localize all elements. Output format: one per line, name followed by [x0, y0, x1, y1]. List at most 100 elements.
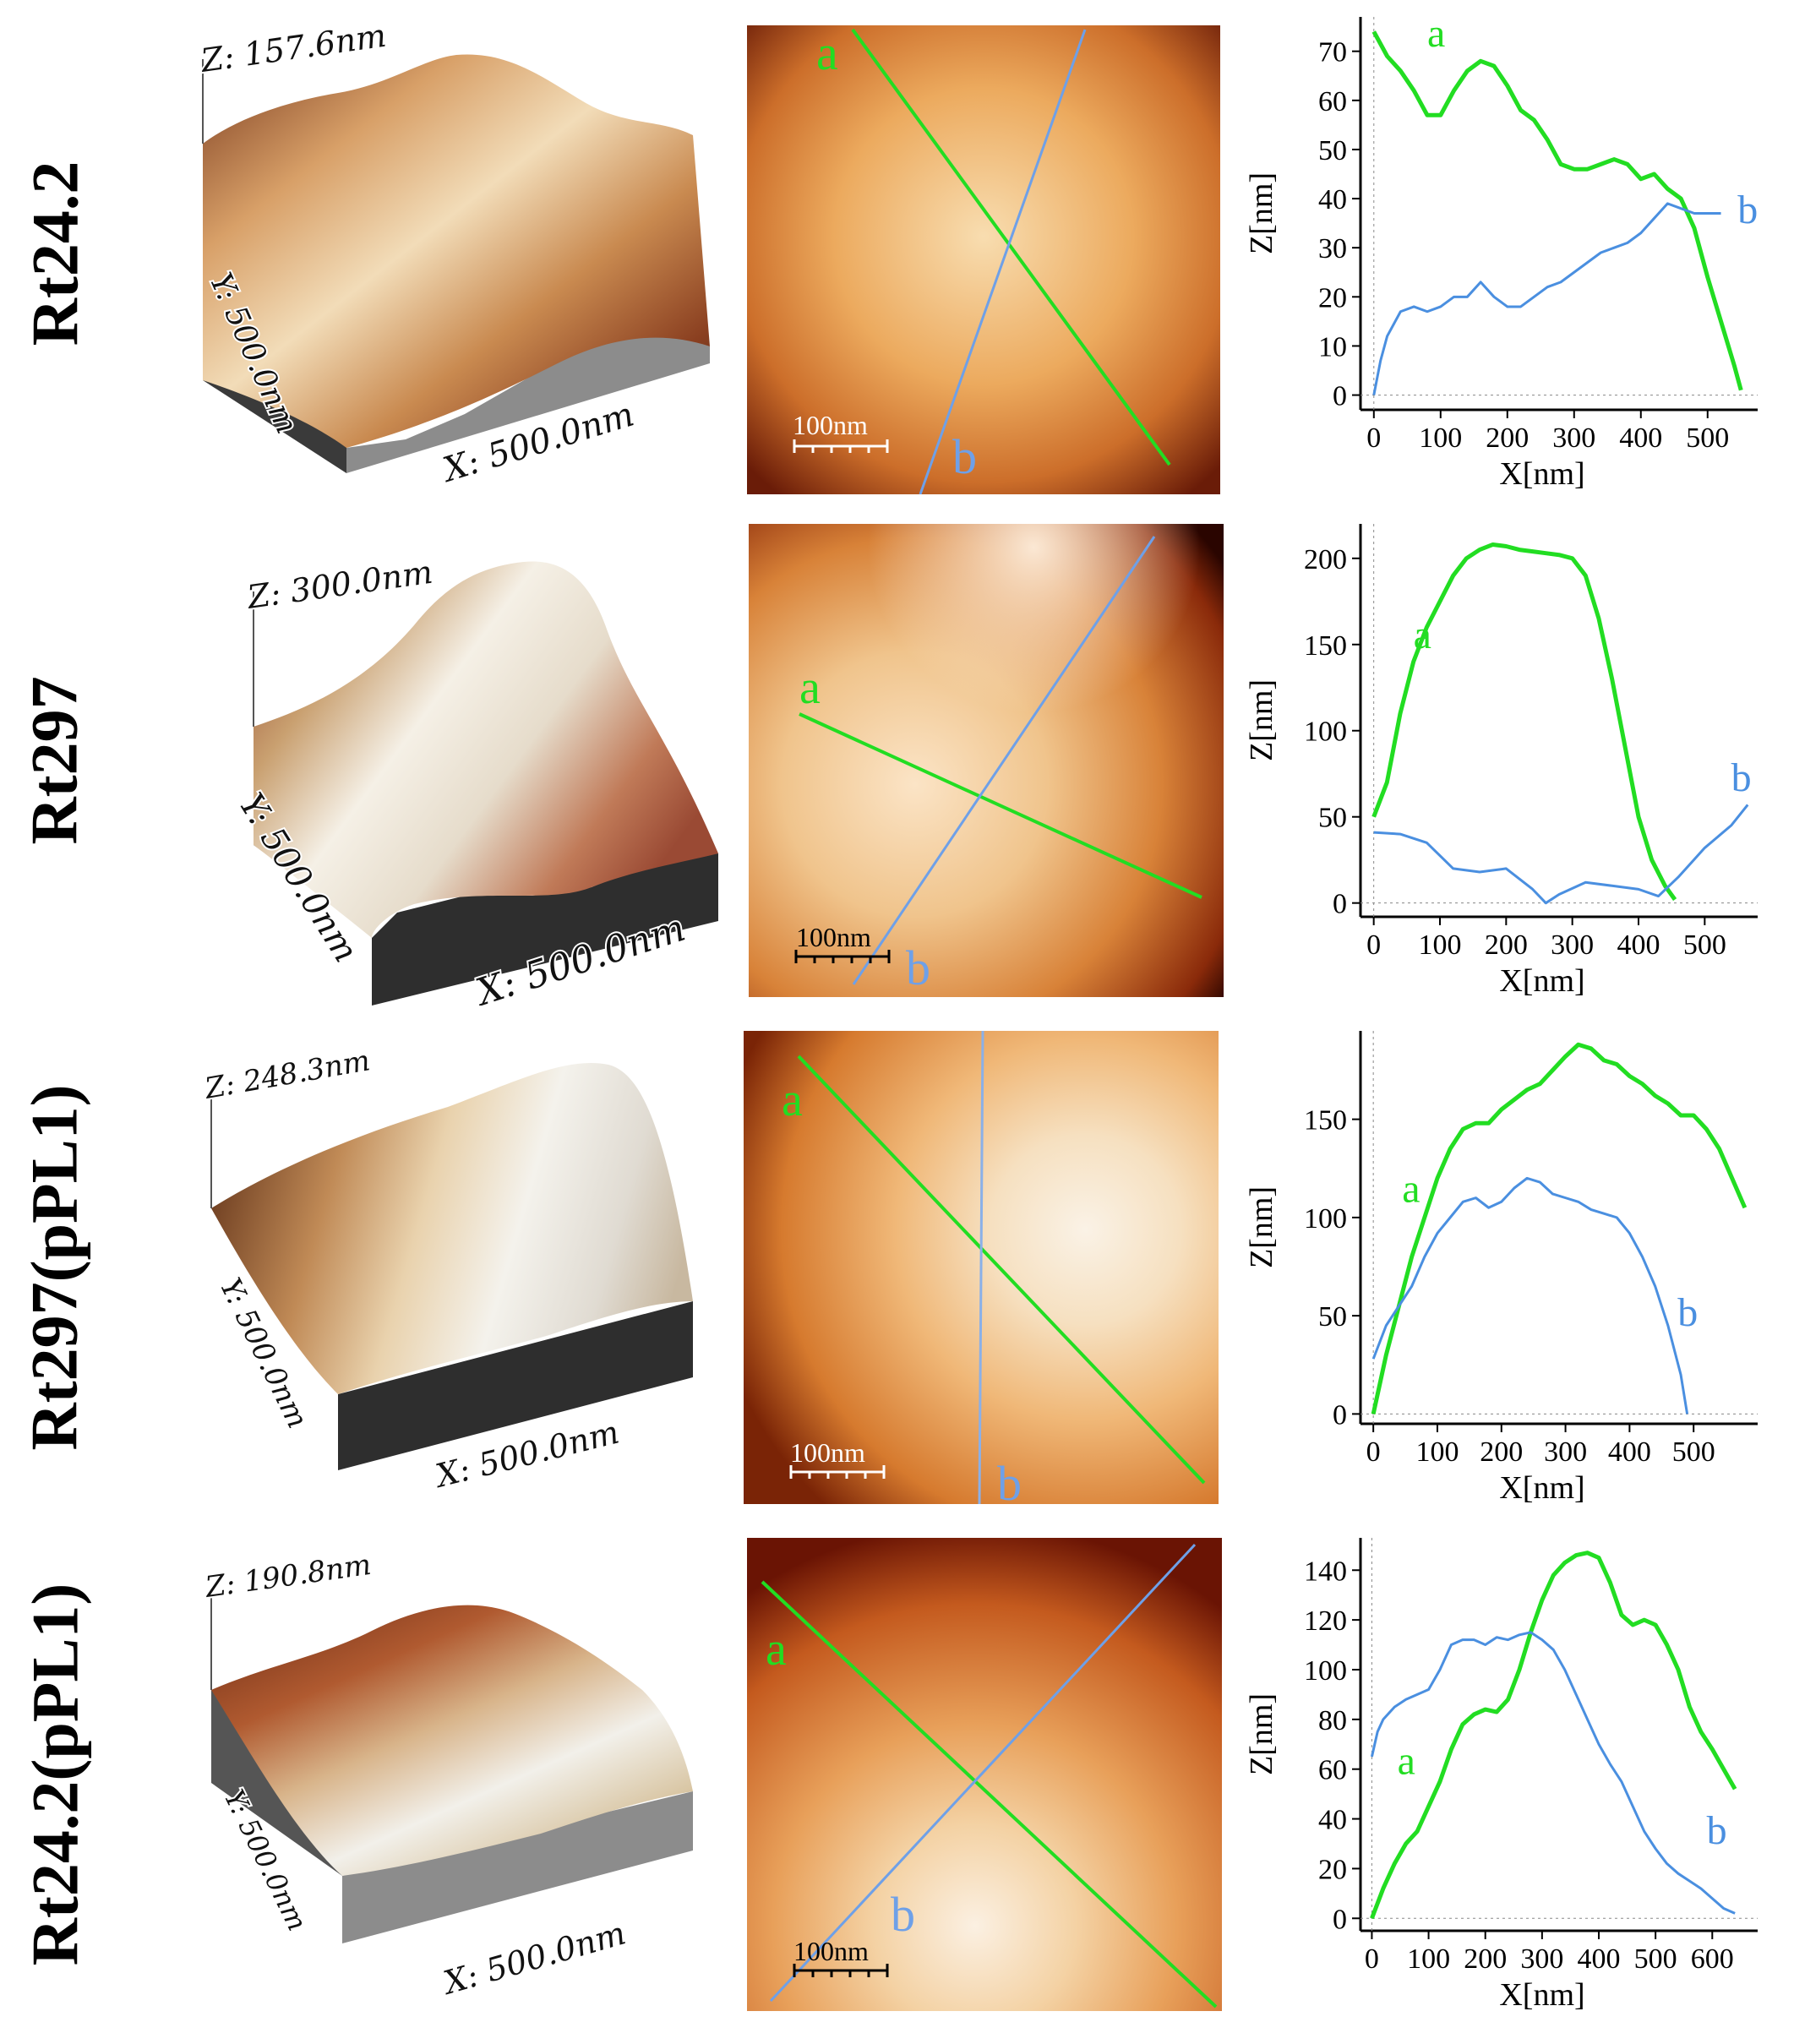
profile-line-a — [761, 1580, 1218, 2009]
y-tick-label: 140 — [1304, 1556, 1347, 1587]
y-axis-title: Z[nm] — [1244, 679, 1279, 761]
x-tick-label: 400 — [1617, 929, 1660, 961]
y-tick-label: 150 — [1304, 1105, 1347, 1136]
line-a-label: a — [799, 662, 821, 714]
svg-text:100nm: 100nm — [796, 922, 871, 952]
series-b-line — [1371, 1176, 1689, 1414]
scale-bar: 100nm — [793, 1936, 889, 1977]
y-tick-label: 20 — [1318, 1854, 1347, 1885]
y-tick-label: 10 — [1318, 331, 1347, 362]
line-a-label: a — [816, 25, 838, 80]
svg-text:100nm: 100nm — [790, 1437, 865, 1468]
afm-height-image: a b 100nm — [747, 25, 1220, 494]
y-tick-label: 80 — [1318, 1705, 1347, 1736]
y-axis-title: Z[nm] — [1244, 172, 1279, 254]
x-axis-title: X[nm] — [1499, 963, 1584, 999]
series-b-line — [1372, 202, 1721, 395]
scale-bar: 100nm — [789, 1437, 886, 1479]
scale-bar: 100nm — [794, 922, 891, 963]
x-axis-title: X[nm] — [1499, 1977, 1584, 2013]
y-tick-label: 70 — [1318, 37, 1347, 68]
profile-line-b — [769, 1543, 1197, 2003]
line-a-label: a — [766, 1623, 787, 1676]
surface-3d: Z: 157.6nm Y: 500.0nm X: 500.0nm — [196, 25, 710, 492]
x-tick-label: 100 — [1419, 422, 1462, 454]
row-label: Rt24.2(pPL1) — [18, 1583, 91, 1966]
x-tick-label: 0 — [1366, 1436, 1381, 1468]
x-tick-label: 200 — [1485, 929, 1528, 961]
row-label: Rt297(pPL1) — [18, 1084, 91, 1451]
x-label: X: 500.0nm — [437, 1914, 630, 2002]
x-tick-label: 500 — [1672, 1436, 1715, 1468]
x-tick-label: 500 — [1683, 929, 1726, 961]
z-label: Z: 300.0nm — [244, 553, 435, 616]
x-tick-label: 100 — [1407, 1943, 1450, 1975]
series-b-line — [1370, 1631, 1736, 1915]
y-tick-label: 40 — [1318, 184, 1347, 215]
svg-text:100nm: 100nm — [793, 410, 868, 440]
x-tick-label: 400 — [1608, 1436, 1651, 1468]
profile-line-a — [851, 28, 1171, 466]
surface-top — [254, 561, 718, 938]
y-axis-title: Z[nm] — [1244, 1186, 1279, 1268]
y-tick-label: 150 — [1304, 630, 1347, 662]
series-a-label: a — [1414, 613, 1431, 657]
surface-top — [203, 54, 710, 448]
y-tick-label: 0 — [1333, 381, 1347, 412]
z-label: Z: 248.3nm — [202, 1044, 373, 1106]
series-a-line — [1371, 30, 1743, 391]
series-b-label: b — [1677, 1290, 1698, 1335]
x-tick-label: 0 — [1366, 929, 1381, 961]
profile-line-b — [919, 29, 1087, 494]
row-label: Rt24.2 — [18, 161, 91, 346]
y-axis-title: Z[nm] — [1244, 1693, 1279, 1775]
series-a-line — [1371, 1042, 1748, 1414]
series-a-line — [1370, 1551, 1737, 1920]
x-tick-label: 300 — [1520, 1943, 1563, 1975]
x-tick-label: 300 — [1544, 1436, 1587, 1468]
profile-line-b — [852, 536, 1156, 985]
surface-3d: Z: 300.0nm Y: 500.0nm X: 500.0nm — [230, 552, 718, 1006]
z-label: Z: 190.8nm — [203, 1548, 374, 1605]
series-a-line — [1371, 542, 1677, 902]
line-b-label: b — [952, 429, 977, 484]
x-tick-label: 400 — [1619, 422, 1662, 454]
x-tick-label: 500 — [1686, 422, 1729, 454]
series-b-label: b — [1731, 755, 1752, 800]
y-tick-label: 50 — [1318, 135, 1347, 166]
series-b-label: b — [1737, 188, 1758, 232]
profile-line-a — [799, 712, 1202, 899]
afm-height-image: a b 100nm — [744, 1031, 1219, 1504]
height-map — [747, 25, 1220, 494]
x-tick-label: 400 — [1578, 1943, 1621, 1975]
row-rt24-2-ppl1: Rt24.2(pPL1) Z: 190.8nm Y: 500.0nm X: 50… — [0, 1521, 1794, 2028]
x-tick-label: 200 — [1480, 1436, 1523, 1468]
y-tick-label: 120 — [1304, 1605, 1347, 1637]
y-tick-label: 100 — [1304, 717, 1347, 748]
line-b-label: b — [891, 1887, 915, 1942]
y-tick-label: 0 — [1333, 889, 1347, 920]
x-tick-label: 0 — [1366, 422, 1381, 454]
row-rt24-2: Rt24.2 Z: 157.6nm Y: 500.0nm X: 500.0nm … — [0, 0, 1794, 507]
series-b-label: b — [1707, 1808, 1727, 1853]
y-tick-label: 0 — [1333, 1399, 1347, 1431]
y-tick-label: 100 — [1304, 1203, 1347, 1235]
y-tick-label: 30 — [1318, 233, 1347, 264]
surface-3d: Z: 190.8nm Y: 500.0nm X: 500.0nm — [203, 1546, 693, 2003]
series-b-line — [1373, 804, 1749, 905]
y-tick-label: 60 — [1318, 86, 1347, 117]
height-profile-chart: 0 100 200 300 400 500 0 10 20 30 40 50 60 70 X[nm] Z[nm… — [1244, 11, 1758, 492]
surface-3d: Z: 248.3nm Y: 500.0nm X: 500.0nm — [200, 1042, 693, 1496]
z-label: Z: 157.6nm — [198, 25, 389, 79]
line-b-label: b — [906, 940, 930, 995]
y-tick-label: 60 — [1318, 1755, 1347, 1786]
series-a-label: a — [1427, 11, 1445, 56]
surface-top — [211, 1605, 693, 1876]
x-tick-label: 300 — [1551, 929, 1594, 961]
height-map — [747, 1538, 1222, 2011]
y-tick-label: 0 — [1333, 1904, 1347, 1935]
x-tick-label: 100 — [1415, 1436, 1459, 1468]
height-profile-chart: 0 100 200 300 400 500 0 50 100 150 X[nm] Z[nm] a b — [1244, 1031, 1758, 1506]
profile-line-b — [978, 1031, 984, 1504]
